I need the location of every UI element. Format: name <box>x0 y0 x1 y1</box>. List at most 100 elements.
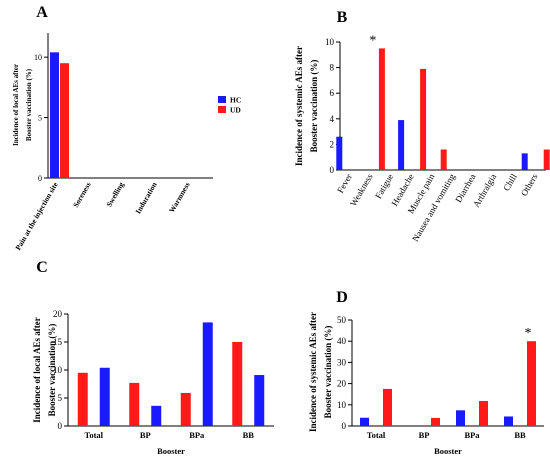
y-axis-label-line-1: Incidence of local AEs after <box>12 64 20 146</box>
legend-swatch-UD <box>218 106 226 113</box>
legend-swatch-HC <box>218 96 226 103</box>
y-tick-label: 5 <box>38 114 42 123</box>
y-axis-label: Incidence of local AEs after Booster vacc… <box>12 64 33 146</box>
legend-label: UD <box>230 106 241 115</box>
x-axis-label: Booster <box>434 446 462 456</box>
x-tick-label: Fatigue <box>373 172 395 200</box>
panel-label: C <box>36 259 48 276</box>
y-tick-label: 0 <box>342 421 347 431</box>
x-tick-label: Others <box>519 172 540 198</box>
bar-red-bpa <box>479 400 488 426</box>
bar-UD-headache <box>420 68 427 170</box>
y-tick-label: 10 <box>53 365 63 375</box>
y-tick-label: 5 <box>58 393 63 403</box>
panel-label: A <box>36 4 48 21</box>
x-tick-label: Induration <box>133 180 159 216</box>
y-axis-label: Incidence of local AEs after Booster vacc… <box>32 317 57 422</box>
panel-d: D 0 10 20 30 40 50 Incidence of systemic AEs af… <box>308 289 544 456</box>
bar-blue-bb <box>504 416 513 426</box>
y-tick-label: 15 <box>53 337 63 347</box>
y-axis-label-line-1: Incidence of systemic AEs after <box>294 46 304 166</box>
x-tick-label-wrap: Chill <box>501 172 519 193</box>
x-tick-label: Swelling <box>104 180 125 208</box>
bar-blue-bpa <box>456 410 465 426</box>
x-tick-label-wrap: Fatigue <box>373 172 395 200</box>
bar-HC-headache <box>398 120 405 170</box>
y-tick-label: 0 <box>58 421 63 431</box>
significance-marker: * <box>369 33 376 48</box>
y-tick-label: 20 <box>337 379 347 389</box>
bar-blue-bpa <box>202 322 213 426</box>
y-axis-label-line-2: Booster vaccination (%) <box>47 324 57 417</box>
x-tick-label: BPa <box>189 430 205 440</box>
bar-HC-fever <box>336 136 343 170</box>
bar-red-bp <box>129 382 140 426</box>
y-axis-label-line-2: Booster vaccination (%) <box>323 326 333 419</box>
y-tick-label: 30 <box>337 357 347 367</box>
y-axis-label-line-2: Booster vaccination (%) <box>309 60 319 153</box>
y-tick-label: 0 <box>330 165 335 175</box>
y-tick-label: 20 <box>53 309 63 319</box>
y-tick-label: 6 <box>330 88 335 98</box>
x-tick-label-wrap: Warmness <box>167 180 192 214</box>
bar-HC-pain-at-the-injection-site <box>50 52 59 179</box>
y-axis-label-line-2: Booster vaccination (%) <box>25 68 33 141</box>
x-tick-label: BP <box>140 430 151 440</box>
y-tick-label: 10 <box>337 400 347 410</box>
bar-red-bp <box>431 417 440 426</box>
significance-marker: * <box>525 326 532 341</box>
x-tick-label: BB <box>514 430 526 440</box>
x-tick-label-wrap: Induration <box>133 180 159 216</box>
bar-red-bb <box>527 341 536 426</box>
bar-UD-muscle-pain <box>440 149 447 170</box>
x-tick-label-wrap: Fever <box>335 172 354 195</box>
x-tick-label: Warmness <box>167 180 192 214</box>
x-tick-label-wrap: Swelling <box>104 180 125 208</box>
panel-label: D <box>336 289 348 306</box>
x-tick-label: Total <box>367 430 386 440</box>
x-tick-label: Pain at the injection site <box>13 180 60 252</box>
y-tick-label: 2 <box>330 139 335 149</box>
y-axis-label: Incidence of systemic AEs after Booster v… <box>294 46 319 166</box>
bar-blue-bb <box>254 375 265 426</box>
y-axis-label-line-1: Incidence of local AEs after <box>32 317 42 422</box>
x-tick-label-wrap: Pain at the injection site <box>13 180 60 252</box>
bar-UD-others <box>543 149 550 170</box>
x-tick-label-wrap: Soreness <box>71 180 93 209</box>
x-tick-label: Total <box>84 430 103 440</box>
legend-label: HC <box>230 96 241 105</box>
bar-red-bpa <box>180 392 191 426</box>
x-axis-label: Booster <box>157 446 185 456</box>
bar-blue-bp <box>151 405 162 426</box>
x-tick-label: Soreness <box>71 180 93 209</box>
x-tick-label: BP <box>419 430 430 440</box>
bar-blue-total <box>99 367 110 426</box>
bar-UD-weakness <box>378 48 385 170</box>
x-tick-label: BB <box>243 430 255 440</box>
y-tick-label: 4 <box>330 114 335 124</box>
x-tick-label-wrap: Others <box>519 172 540 198</box>
panel-b: B 0 2 4 6 8 10 Incidence of systemic AEs after B… <box>294 9 550 243</box>
x-tick-label: BPa <box>464 430 480 440</box>
bar-red-total <box>383 388 392 426</box>
x-tick-label: Fever <box>335 172 354 195</box>
bar-red-total <box>77 372 88 426</box>
y-tick-label: 40 <box>337 336 347 346</box>
bar-blue-total <box>360 417 369 426</box>
x-tick-label: Chill <box>501 172 519 193</box>
y-axis-label-line-1: Incidence of systemic AEs after <box>308 312 318 432</box>
y-tick-label: 10 <box>325 37 335 47</box>
bar-HC-others <box>521 153 528 170</box>
panel-label: B <box>337 9 348 26</box>
panel-a: A 0 5 10 Incidence of local AEs after Booster… <box>12 4 241 252</box>
y-tick-label: 0 <box>38 174 42 183</box>
y-tick-label: 10 <box>34 53 42 62</box>
panel-c: C 0 5 10 15 20 Incidence of local AEs after Boo… <box>32 259 274 456</box>
y-tick-label: 8 <box>330 63 335 73</box>
bar-UD-pain-at-the-injection-site <box>60 63 69 179</box>
bar-red-bb <box>232 342 243 426</box>
y-tick-label: 50 <box>337 315 347 325</box>
y-axis-label: Incidence of systemic AEs after Booster v… <box>308 312 333 432</box>
